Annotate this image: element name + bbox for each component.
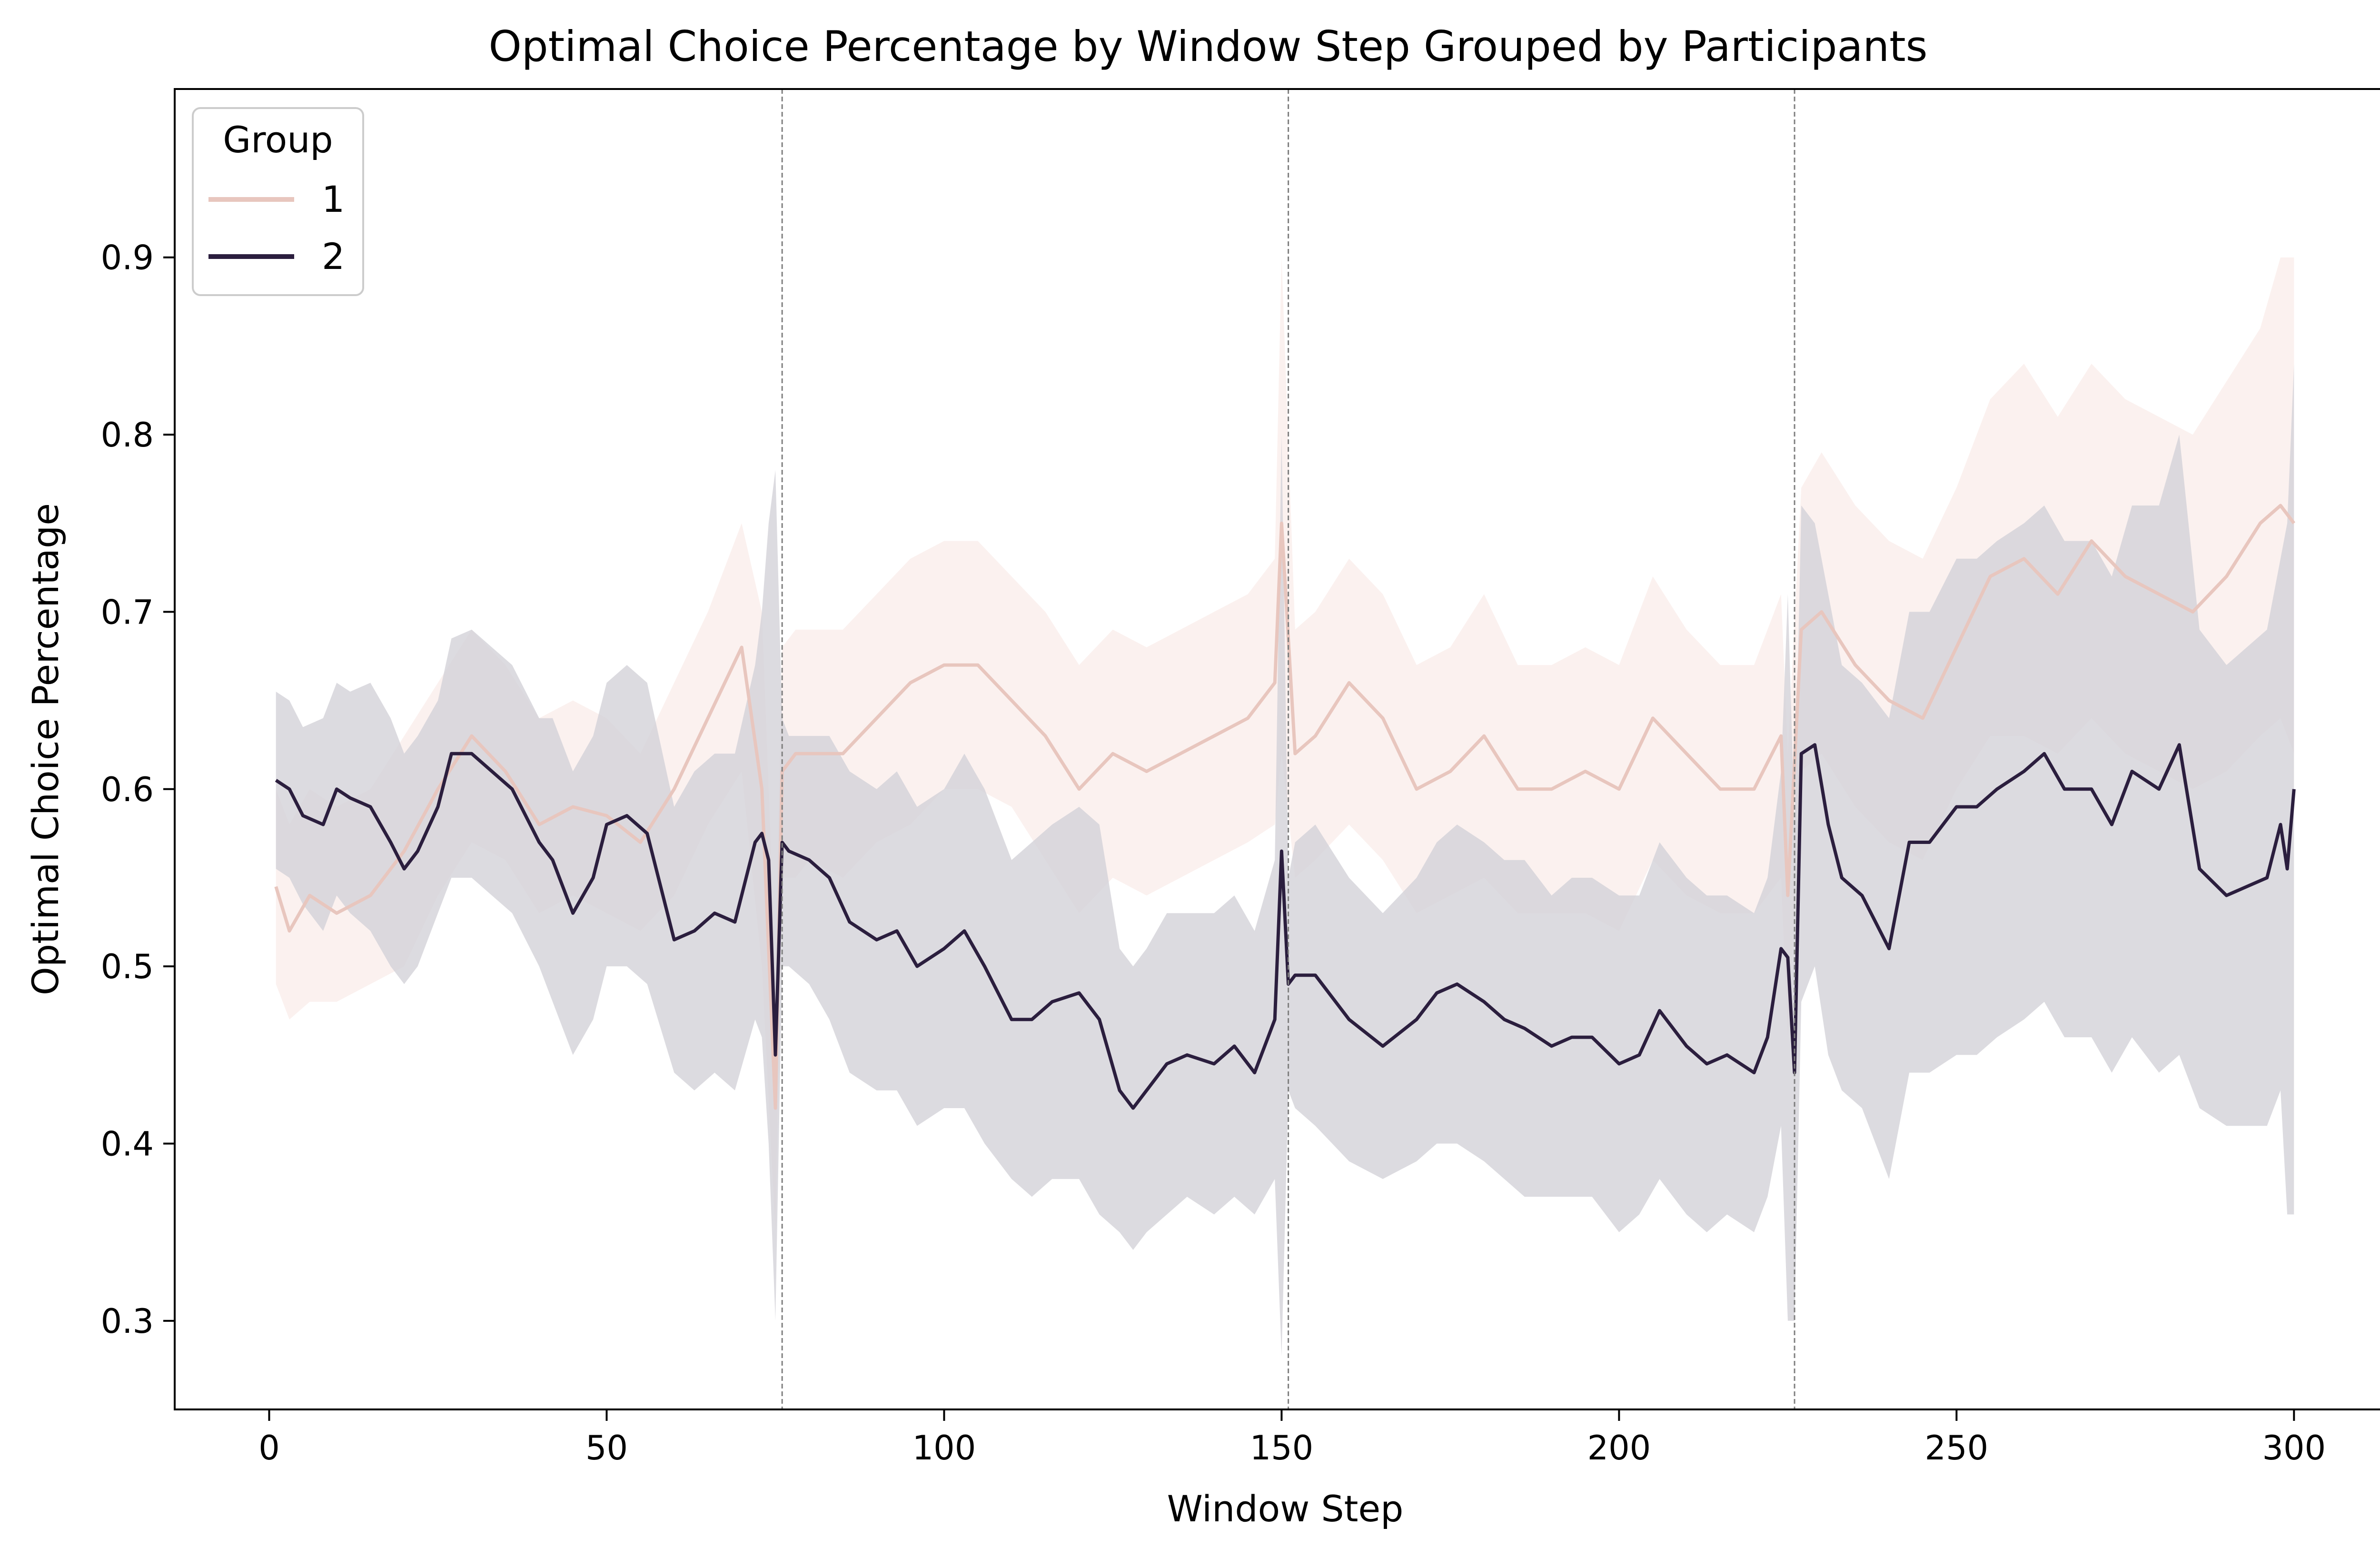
y-tick-label: 0.3 <box>101 1302 154 1341</box>
x-axis-ticks: 0 50 100 150 200 250 300 <box>258 1409 2326 1468</box>
x-axis-label: Window Step <box>1167 1488 1404 1530</box>
chart-title: Optimal Choice Percentage by Window Step… <box>488 22 1927 71</box>
legend-title: Group <box>223 119 333 161</box>
x-tick-label: 0 <box>258 1428 280 1468</box>
plot-frame <box>174 88 2380 1410</box>
legend-label-1: 1 <box>322 178 345 220</box>
confidence-band-2 <box>276 364 2294 1357</box>
x-tick-label: 200 <box>1587 1428 1651 1468</box>
y-axis-label: Optimal Choice Percentage <box>24 503 67 995</box>
y-axis-ticks: 0.3 0.4 0.5 0.6 0.7 0.8 0.9 <box>101 238 175 1341</box>
legend-label-2: 2 <box>322 235 345 278</box>
y-tick-label: 0.6 <box>101 770 154 809</box>
y-tick-label: 0.9 <box>101 238 154 278</box>
x-tick-label: 100 <box>912 1428 976 1468</box>
x-tick-label: 50 <box>585 1428 628 1468</box>
series-line-2 <box>275 743 2296 1110</box>
legend: Group 1 2 <box>192 107 364 296</box>
x-tick-label: 250 <box>1925 1428 1989 1468</box>
series-line-1 <box>274 504 2296 1110</box>
x-tick-label: 300 <box>2262 1428 2326 1468</box>
y-tick-label: 0.7 <box>101 593 154 632</box>
x-tick-label: 150 <box>1250 1428 1314 1468</box>
y-tick-label: 0.5 <box>101 947 154 986</box>
y-tick-label: 0.4 <box>101 1124 154 1163</box>
y-tick-label: 0.8 <box>101 416 154 455</box>
series-lines <box>274 504 2296 1110</box>
phase-divider-lines <box>781 89 1795 1409</box>
